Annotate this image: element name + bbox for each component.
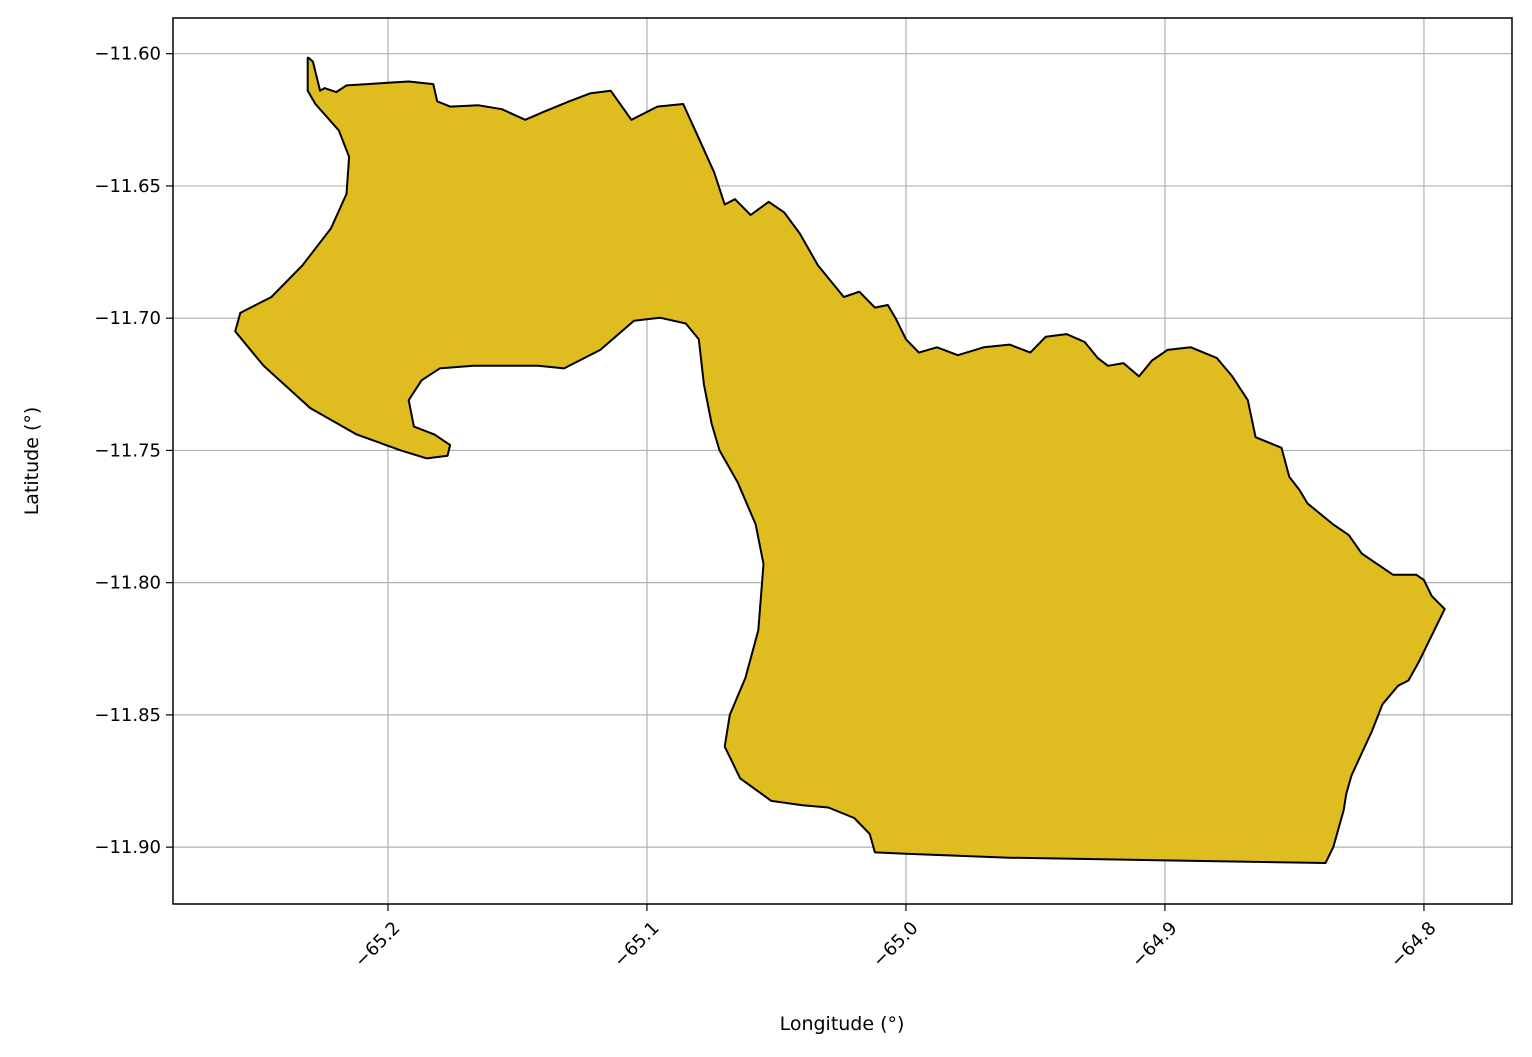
- region-polygon: [234, 56, 1446, 864]
- y-axis-ticks: −11.60 −11.65 −11.70 −11.75 −11.80 −11.85 −11.…: [94, 44, 173, 858]
- y-tick-label: −11.65: [94, 176, 161, 197]
- y-tick-label: −11.80: [94, 573, 161, 594]
- y-tick-label: −11.90: [94, 837, 161, 858]
- y-tick-label: −11.85: [94, 705, 161, 726]
- plot-frame: [172, 17, 1513, 905]
- y-tick-label: −11.60: [94, 44, 161, 65]
- y-tick-label: −11.70: [94, 308, 161, 329]
- x-axis-label: Longitude (°): [780, 1013, 905, 1035]
- y-axis-label: Latitude (°): [21, 407, 43, 516]
- y-tick-label: −11.75: [94, 440, 161, 461]
